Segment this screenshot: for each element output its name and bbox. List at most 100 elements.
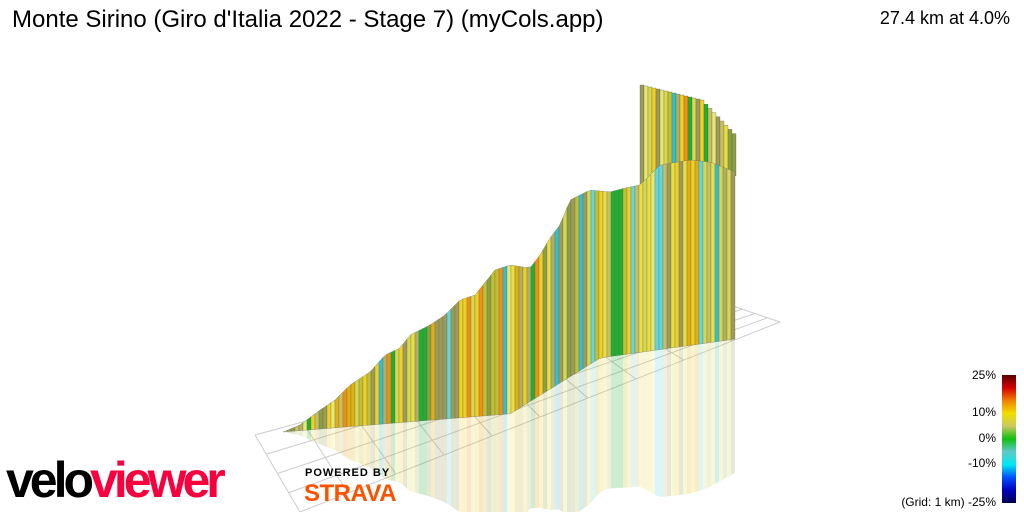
reflection-strip: [651, 350, 655, 495]
profile-strip: [338, 391, 344, 428]
profile-strip: [414, 330, 420, 422]
reflection-strip: [599, 357, 603, 494]
reflection-strip: [427, 420, 431, 497]
profile-strip: [662, 163, 668, 350]
reflection-strip: [407, 421, 411, 492]
profile-strip: [578, 193, 584, 372]
reflection-strip: [439, 419, 443, 502]
reflection-strip: [303, 430, 307, 439]
profile-strip: [683, 95, 689, 167]
reflection-strip: [375, 424, 379, 475]
reflection-strip: [495, 414, 499, 512]
reflection-strip: [443, 418, 447, 504]
reflection-strip: [335, 427, 339, 453]
reflection-strip: [367, 424, 371, 469]
reflection-strip: [339, 427, 343, 456]
profile-strip: [502, 265, 508, 415]
reflection-strip: [379, 424, 383, 478]
reflection-strip: [563, 378, 567, 512]
legend-label-minus10: -10%: [967, 456, 996, 470]
reflection-strip: [343, 426, 347, 458]
reflection-strip: [291, 431, 295, 435]
profile-strip: [714, 163, 720, 343]
profile-strip: [691, 97, 697, 166]
profile-strip: [358, 376, 364, 427]
profile-strip: [634, 185, 640, 354]
profile-strip: [682, 160, 688, 347]
reflection-strip: [519, 405, 523, 512]
profile-strip: [398, 343, 404, 423]
profile-strip: [675, 93, 681, 168]
reflection-strip: [483, 415, 487, 512]
reflection-strip: [683, 345, 687, 495]
profile-strip: [562, 207, 568, 382]
profile-strip: [522, 266, 528, 407]
reflection-strip: [531, 398, 535, 509]
reflection-strip: [299, 430, 303, 437]
profile-strip: [442, 312, 448, 420]
profile-strip: [354, 378, 360, 427]
legend-label-0: 0%: [978, 431, 996, 445]
reflection-strip: [535, 396, 539, 509]
profile-strip: [646, 173, 652, 352]
profile-strip: [686, 159, 692, 346]
profile-strip: [658, 164, 664, 350]
reflection-strip: [415, 421, 419, 494]
strava-logo: STRAVA: [304, 480, 397, 507]
profile-strip: [674, 161, 680, 348]
profile-strip: [318, 407, 324, 430]
reflection-strip: [419, 420, 423, 495]
profile-strip: [506, 264, 512, 415]
profile-strip: [294, 425, 300, 432]
profile-strip: [651, 87, 657, 179]
profile-strip: [330, 399, 336, 429]
profile-strip: [671, 92, 677, 169]
reflection-strip: [515, 408, 519, 512]
reflection-strip: [311, 429, 315, 442]
profile-strip: [394, 348, 400, 424]
profile-strip: [639, 84, 645, 191]
profile-strip: [723, 125, 729, 173]
profile-strip: [478, 284, 484, 417]
profile-strip: [678, 160, 684, 348]
profile-strip: [474, 289, 480, 417]
reflection-strip: [499, 414, 503, 512]
profile-strip: [702, 161, 708, 344]
reflection-strip: [707, 342, 711, 489]
reflection-strip: [455, 417, 459, 512]
reflection-strip: [699, 343, 703, 491]
profile-strip: [699, 99, 705, 167]
profile-strip: [438, 316, 444, 420]
profile-strip: [622, 187, 628, 355]
reflection-strip: [687, 345, 691, 495]
profile-strip: [434, 318, 440, 421]
profile-strip: [390, 350, 396, 424]
gradient-color-scale: [1002, 375, 1016, 503]
reflection-strip: [319, 428, 323, 446]
profile-strip: [722, 166, 728, 341]
profile-strip: [718, 165, 724, 342]
profile-strip: [334, 395, 340, 429]
reflection-strip: [607, 356, 611, 490]
reflection-strip: [507, 413, 511, 512]
profile-strip: [342, 387, 348, 428]
reflection-strip: [615, 355, 619, 489]
profile-strip: [610, 190, 616, 357]
reflection-strip: [475, 416, 479, 512]
reflection-strip: [423, 420, 427, 496]
reflection-strip: [671, 347, 675, 496]
profile-strip: [314, 410, 320, 430]
profile-strip: [402, 338, 408, 423]
reflection-strip: [479, 416, 483, 512]
profile-strip: [727, 129, 733, 175]
profile-strip: [731, 133, 737, 176]
reflection-strip: [639, 351, 643, 488]
reflection-strip: [715, 341, 719, 485]
reflection-strip: [403, 422, 407, 489]
reflection-strip: [703, 343, 707, 490]
profile-strip: [554, 225, 560, 387]
profile-strip: [282, 430, 288, 433]
reflection-strip: [627, 353, 631, 488]
profile-strip: [498, 267, 504, 415]
